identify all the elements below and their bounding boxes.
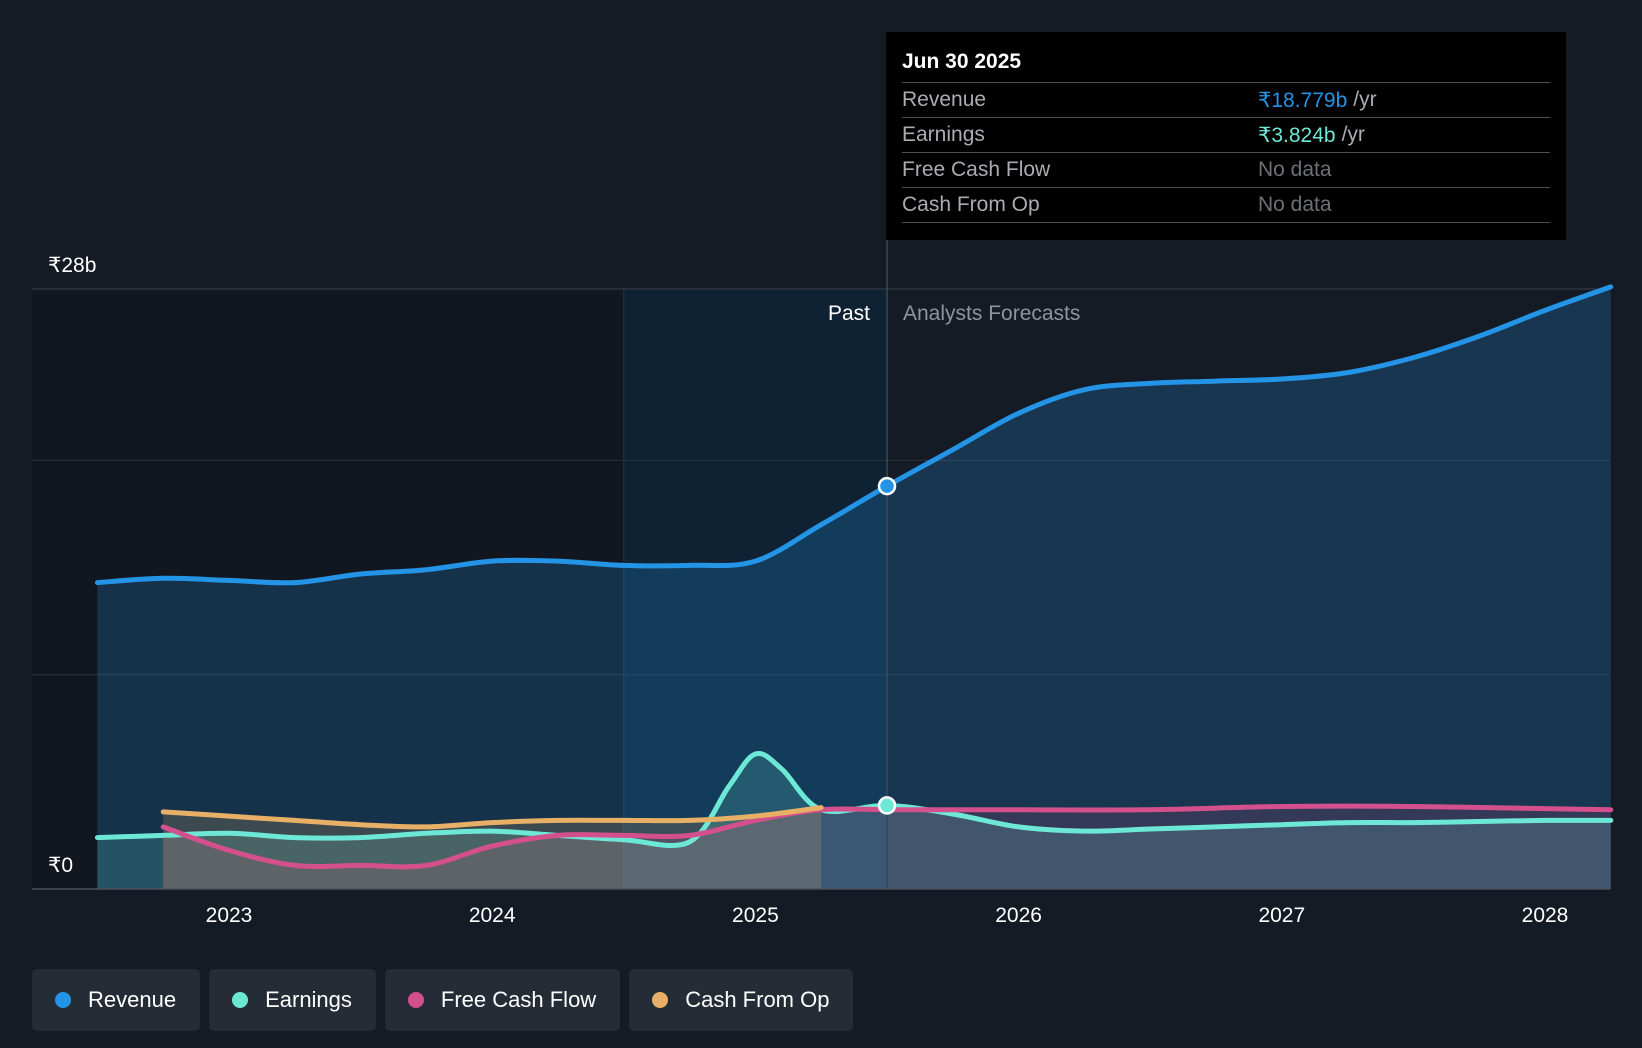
legend-dot-icon xyxy=(232,992,249,1008)
legend-label: Cash From Op xyxy=(685,987,830,1012)
legend-item-cash-from-op[interactable]: Cash From Op xyxy=(629,969,854,1031)
tooltip-unit: /yr xyxy=(1353,88,1377,111)
tooltip-value: No data xyxy=(1258,193,1332,216)
legend-label: Earnings xyxy=(265,987,352,1012)
x-tick-label: 2024 xyxy=(469,904,516,927)
x-tick-label: 2028 xyxy=(1522,904,1569,927)
tooltip-row-revenue: Revenue ₹18.779b /yr xyxy=(902,83,1550,118)
x-tick-label: 2026 xyxy=(995,904,1042,927)
cash-from-op-line xyxy=(160,805,824,830)
legend-dot-icon xyxy=(55,992,71,1008)
legend-item-earnings[interactable]: Earnings xyxy=(209,969,376,1031)
revenue-marker xyxy=(877,476,897,496)
legend-label: Free Cash Flow xyxy=(440,987,597,1012)
earnings-area xyxy=(97,753,1611,889)
x-tick-label: 2023 xyxy=(206,904,253,927)
legend: Revenue Earnings Free Cash Flow Cash Fro… xyxy=(32,969,854,1031)
legend-dot-icon xyxy=(652,992,669,1008)
tooltip-date: Jun 30 2025 xyxy=(902,46,1550,83)
tooltip-value: ₹3.824b xyxy=(1258,123,1336,147)
revenue-area xyxy=(97,286,1611,889)
tooltip-label: Revenue xyxy=(902,88,987,111)
y-axis-top-label: ₹28b xyxy=(48,254,96,277)
earnings-marker xyxy=(877,796,897,815)
earnings-line xyxy=(94,750,1614,849)
tooltip-unit: /yr xyxy=(1341,123,1365,146)
legend-item-revenue[interactable]: Revenue xyxy=(32,969,201,1031)
tooltip-value: No data xyxy=(1258,158,1332,181)
tooltip-label: Cash From Op xyxy=(902,193,1040,216)
x-tick-label: 2027 xyxy=(1258,904,1305,927)
tooltip-label: Earnings xyxy=(902,123,985,146)
legend-label: Revenue xyxy=(88,987,177,1012)
x-tick-label: 2025 xyxy=(732,904,779,927)
revenue-line xyxy=(94,284,1614,586)
past-label: Past xyxy=(828,302,870,325)
tooltip: Jun 30 2025 Revenue ₹18.779b /yr Earning… xyxy=(886,32,1566,240)
forecast-label: Analysts Forecasts xyxy=(903,302,1080,325)
y-axis-bottom-label: ₹0 xyxy=(48,854,73,877)
tooltip-row-free-cash-flow: Free Cash Flow No data xyxy=(902,153,1550,188)
tooltip-row-earnings: Earnings ₹3.824b /yr xyxy=(902,118,1550,153)
past-highlight-region xyxy=(623,289,887,889)
tooltip-label: Free Cash Flow xyxy=(902,158,1051,181)
legend-dot-icon xyxy=(407,992,424,1008)
tooltip-value: ₹18.779b xyxy=(1258,88,1348,112)
tooltip-row-cash-from-op: Cash From Op No data xyxy=(902,188,1550,223)
legend-item-free-cash-flow[interactable]: Free Cash Flow xyxy=(384,969,621,1031)
